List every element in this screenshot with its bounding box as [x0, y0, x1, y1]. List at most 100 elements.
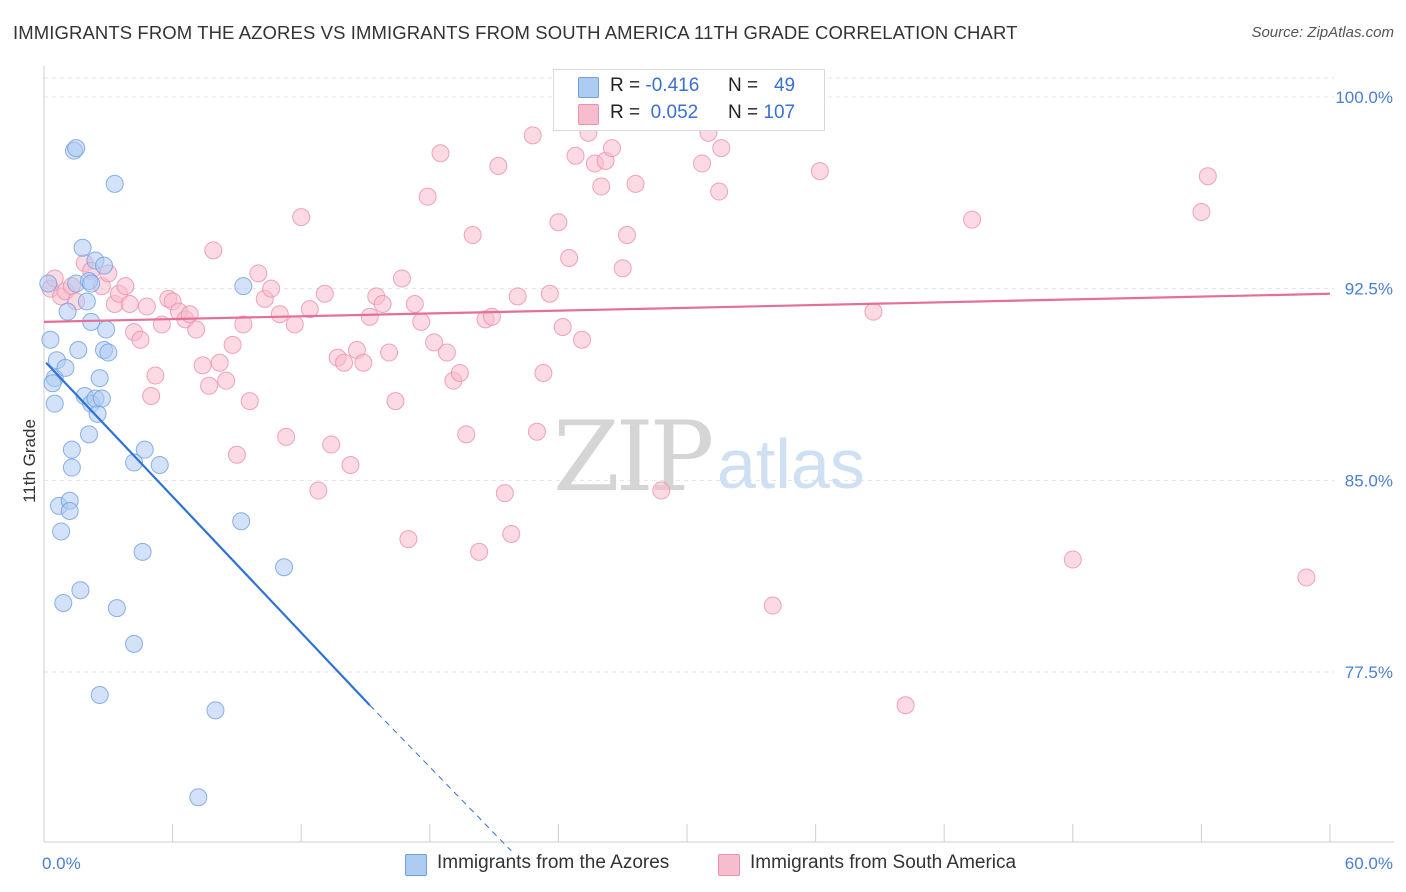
south-america-point [572, 330, 591, 349]
azores-point [133, 542, 152, 561]
south-america-point [204, 241, 223, 260]
south-america-point [549, 213, 568, 232]
south-america-point [262, 279, 281, 298]
y-tick-label: 92.5% [1345, 280, 1393, 299]
south-america-point [399, 530, 418, 549]
south-america-point [1297, 568, 1316, 587]
azores-point [135, 440, 154, 459]
r-value: -0.416 [645, 75, 700, 96]
south-america-point [335, 353, 354, 372]
azores-point [90, 369, 109, 388]
south-america-point [193, 356, 212, 375]
south-america-swatch [578, 104, 599, 125]
south-america-point [270, 305, 289, 324]
south-america-point [431, 144, 450, 163]
azores-point [150, 456, 169, 474]
azores-point [60, 502, 79, 520]
azores-swatch [578, 77, 599, 98]
south-america-point [470, 542, 489, 561]
south-america-point [354, 353, 373, 372]
watermark-atlas: atlas [717, 425, 865, 503]
south-america-point [405, 295, 424, 313]
south-america-point [592, 177, 611, 196]
south-america-point [277, 427, 296, 446]
south-america-point [763, 596, 782, 615]
south-america-point [386, 392, 405, 411]
azores-point [39, 274, 58, 293]
ticks-layer: 100.0% 92.5% 85.0% 77.5% 0.0% 60.0% [42, 88, 1393, 873]
south-america-point [210, 353, 229, 372]
azores-point [125, 634, 144, 653]
azores-point [88, 404, 107, 423]
south-america-point [142, 387, 161, 405]
series-legend: Immigrants from the Azores Immigrants fr… [0, 851, 1406, 879]
south-america-point [285, 315, 304, 334]
points-layer [39, 98, 1316, 807]
azores-trendline-extension [369, 704, 512, 852]
south-america-trendline [43, 292, 1331, 323]
y-tick-label: 100.0% [1335, 88, 1393, 107]
south-america-point [540, 284, 559, 303]
azores-point [105, 174, 124, 193]
south-america-point [712, 139, 731, 158]
south-america-point [300, 300, 319, 319]
r-label: R = [610, 75, 641, 96]
watermark: ZIP atlas [553, 401, 865, 513]
south-america-point [322, 435, 341, 454]
south-america-point [292, 208, 311, 227]
south-america-point [425, 333, 444, 352]
south-america-point [360, 307, 379, 326]
south-america-point [418, 187, 437, 206]
south-america-point [1198, 167, 1217, 186]
south-america-point [1063, 550, 1082, 569]
south-america-point [710, 182, 729, 201]
south-america-point [652, 481, 671, 500]
azores-point [125, 453, 144, 472]
south-america-point [963, 210, 982, 229]
azores-point [73, 238, 92, 257]
grid-layer [44, 77, 1334, 673]
azores-point [275, 558, 294, 577]
south-america-point [560, 249, 579, 267]
azores-point [234, 277, 253, 296]
y-tick-label: 77.5% [1345, 663, 1393, 682]
south-america-point [315, 284, 334, 303]
south-america-point [864, 302, 883, 321]
south-america-point [527, 422, 546, 441]
n-label: N = [728, 102, 759, 123]
correlation-legend: R = -0.416 N = 49 R = 0.052 N = 107 [553, 69, 825, 131]
south-america-point [810, 162, 829, 181]
south-america-point [437, 343, 456, 362]
azores-point [95, 256, 114, 275]
azores-point [69, 341, 88, 359]
azores-point [189, 788, 208, 807]
south-america-point [412, 312, 431, 331]
south-america-point [120, 295, 139, 313]
r-value: 0.052 [650, 102, 699, 123]
south-america-point [450, 364, 469, 382]
south-america-point [200, 376, 219, 395]
azores-point [82, 274, 101, 293]
south-america-point [457, 425, 476, 444]
south-america-point [523, 126, 542, 145]
south-america-point [553, 318, 572, 336]
south-america-point [896, 696, 915, 715]
south-america-point [508, 287, 527, 306]
x-tick-label: 60.0% [1345, 854, 1393, 873]
azores-point [67, 139, 86, 158]
azores-trendline [45, 362, 371, 706]
azores-point [107, 599, 126, 618]
azores-point [80, 425, 99, 444]
south-america-point [1192, 203, 1211, 221]
south-america-point [234, 315, 253, 334]
azores-point [97, 320, 116, 339]
azores-point [206, 701, 225, 720]
south-america-point [566, 146, 585, 165]
south-america-point [137, 297, 156, 316]
south-america-point [373, 295, 392, 313]
azores-point [62, 440, 81, 459]
south-america-point [223, 335, 242, 354]
south-america-point [249, 264, 268, 283]
azores-point [45, 394, 64, 413]
axes-layer [43, 66, 1394, 843]
